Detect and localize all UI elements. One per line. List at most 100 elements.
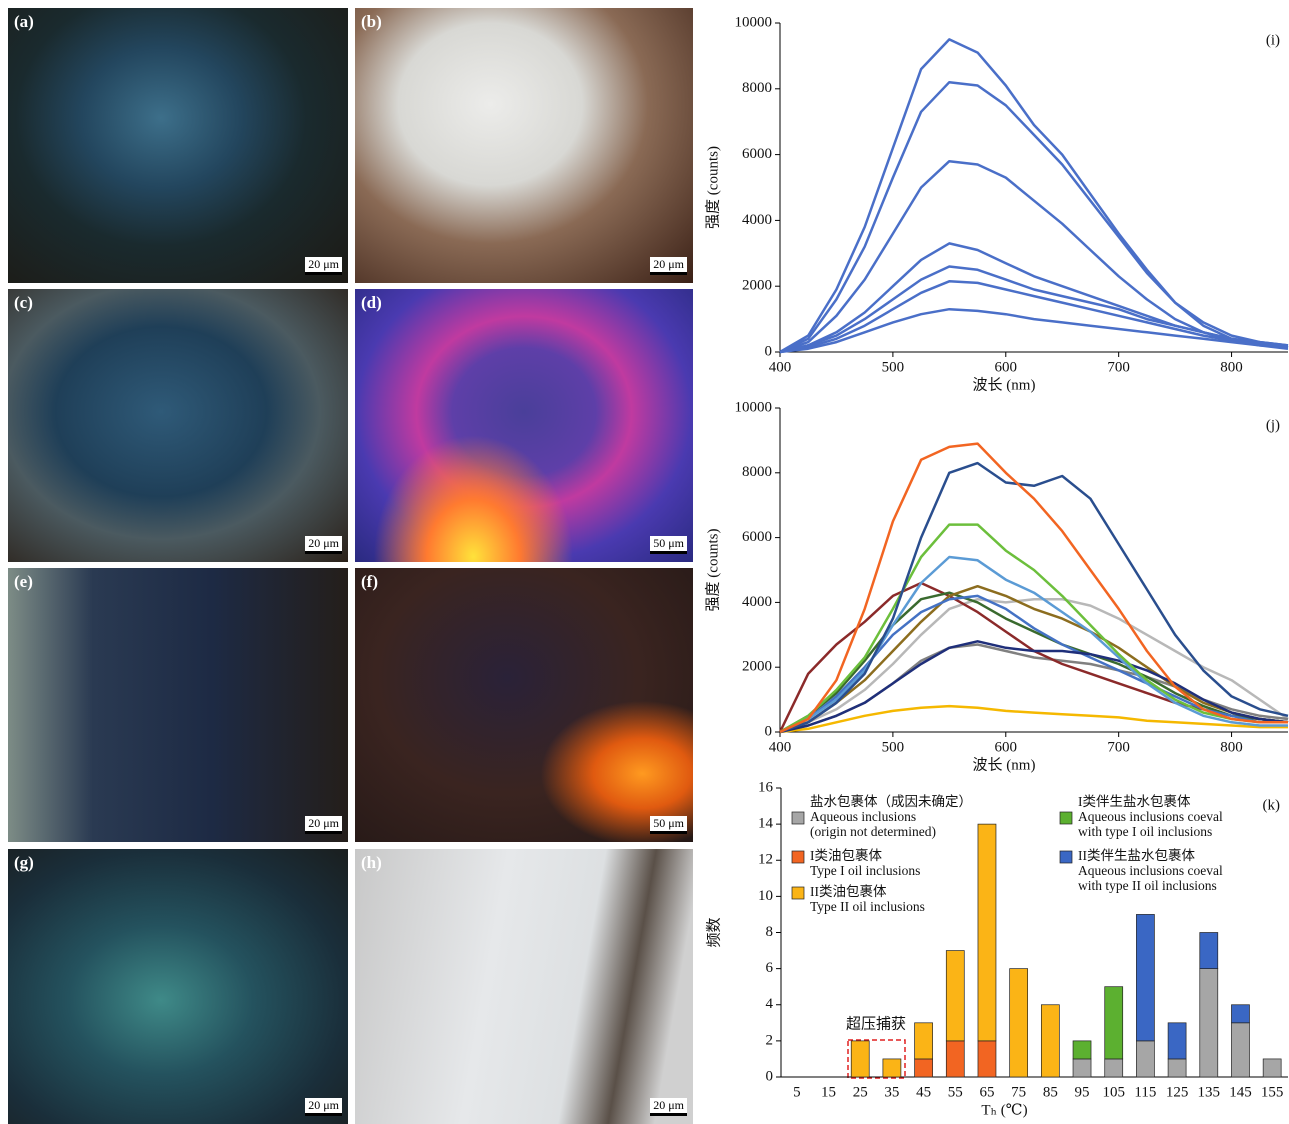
x-tick-label: 600 [995, 359, 1018, 375]
legend-swatch [792, 887, 804, 899]
x-tick-label: 45 [916, 1084, 931, 1100]
y-tick-label: 8000 [742, 464, 772, 480]
legend-label: 盐水包裹体（成因未确定） [810, 794, 972, 809]
bar-segment [978, 1041, 996, 1077]
bar-segment [1231, 1005, 1249, 1023]
x-tick-label: 115 [1134, 1084, 1156, 1100]
x-tick-label: 95 [1075, 1084, 1090, 1100]
legend-label: II类油包裹体 [810, 884, 887, 899]
bar-segment [1105, 987, 1123, 1059]
x-tick-label: 800 [1220, 739, 1243, 755]
legend-label: Aqueous inclusions coeval [1078, 809, 1223, 824]
y-tick-label: 4000 [742, 594, 772, 610]
bar-segment [915, 1059, 933, 1077]
legend-label: I类伴生盐水包裹体 [1078, 794, 1191, 809]
y-tick-label: 0 [765, 343, 773, 359]
bar-segment [1231, 1023, 1249, 1077]
x-tick-label: 105 [1102, 1084, 1125, 1100]
x-tick-label: 400 [769, 739, 792, 755]
legend-label: with type II oil inclusions [1078, 878, 1217, 893]
x-tick-label: 700 [1107, 739, 1130, 755]
x-axis-title: 波长 (nm) [973, 376, 1036, 393]
legend-label: Type I oil inclusions [810, 863, 920, 878]
y-tick-label: 10000 [735, 399, 773, 415]
bar-segment [1073, 1059, 1091, 1077]
y-tick-label: 4 [766, 996, 774, 1012]
x-tick-label: 145 [1229, 1084, 1252, 1100]
y-tick-label: 10000 [735, 14, 773, 30]
charts: 0200040006000800010000强度 (counts)波长 (nm)… [0, 0, 1289, 1124]
bar-segment [915, 1023, 933, 1059]
x-tick-label: 125 [1166, 1084, 1189, 1100]
bar-segment [1041, 1005, 1059, 1077]
x-tick-label: 500 [882, 359, 905, 375]
bar-segment [883, 1059, 901, 1077]
y-tick-label: 8 [766, 924, 774, 940]
x-tick-label: 400 [769, 359, 792, 375]
x-tick-label: 135 [1198, 1084, 1221, 1100]
bar-segment [851, 1041, 869, 1077]
y-tick-label: 2000 [742, 659, 772, 675]
bar-segment [946, 951, 964, 1041]
y-tick-label: 6 [766, 960, 774, 976]
panel-label: (j) [1266, 417, 1280, 433]
x-tick-label: 155 [1261, 1084, 1284, 1100]
x-tick-label: 75 [1011, 1084, 1026, 1100]
y-tick-label: 6000 [742, 146, 772, 162]
legend-label: Aqueous inclusions [810, 809, 916, 824]
x-tick-label: 35 [884, 1084, 899, 1100]
legend-label: I类油包裹体 [810, 848, 882, 863]
y-axis-title: 频数 [705, 917, 722, 947]
legend-swatch [792, 812, 804, 824]
y-tick-label: 4000 [742, 212, 772, 228]
y-tick-label: 2 [766, 1032, 774, 1048]
x-axis-title: Tₕ (℃) [981, 1102, 1027, 1118]
bar-segment [1200, 933, 1218, 969]
x-tick-label: 700 [1107, 359, 1130, 375]
y-tick-label: 2000 [742, 278, 772, 294]
bar-segment [1168, 1023, 1186, 1059]
figure: (a)20 μm(b)20 μm(c)20 μm(d)50 μm(e)20 μm… [0, 0, 1289, 1124]
y-tick-label: 6000 [742, 529, 772, 545]
bar-segment [1010, 969, 1028, 1077]
panel-label: (k) [1263, 797, 1281, 813]
legend-label: Aqueous inclusions coeval [1078, 863, 1223, 878]
bar-segment [1168, 1059, 1186, 1077]
x-tick-label: 25 [853, 1084, 868, 1100]
legend-swatch [792, 851, 804, 863]
bar-segment [1136, 1041, 1154, 1077]
y-axis-title: 强度 (counts) [704, 529, 721, 612]
x-tick-label: 55 [948, 1084, 963, 1100]
bar-segment [1073, 1041, 1091, 1059]
legend-label: with type I oil inclusions [1078, 824, 1212, 839]
y-tick-label: 10 [758, 888, 773, 904]
panel-label: (i) [1266, 32, 1280, 48]
y-axis-title: 强度 (counts) [704, 146, 721, 229]
y-tick-label: 12 [758, 852, 773, 868]
x-tick-label: 5 [793, 1084, 801, 1100]
bar-segment [1200, 969, 1218, 1077]
x-tick-label: 500 [882, 739, 905, 755]
legend-swatch [1060, 812, 1072, 824]
spectrum-line [780, 39, 1288, 352]
legend-label: (origin not determined) [810, 824, 936, 839]
legend-label: II类伴生盐水包裹体 [1078, 848, 1195, 863]
spectrum-line [780, 463, 1288, 732]
y-tick-label: 8000 [742, 80, 772, 96]
x-axis-title: 波长 (nm) [973, 756, 1036, 773]
y-tick-label: 14 [758, 816, 774, 832]
bar-segment [1263, 1059, 1281, 1077]
bar-segment [946, 1041, 964, 1077]
y-tick-label: 0 [765, 723, 773, 739]
bar-segment [1136, 914, 1154, 1040]
legend-label: Type II oil inclusions [810, 899, 925, 914]
x-tick-label: 800 [1220, 359, 1243, 375]
legend-swatch [1060, 851, 1072, 863]
x-tick-label: 65 [979, 1084, 994, 1100]
spectrum-line [780, 82, 1288, 352]
bar-segment [978, 824, 996, 1041]
x-tick-label: 15 [821, 1084, 836, 1100]
x-tick-label: 600 [995, 739, 1018, 755]
y-tick-label: 16 [758, 779, 774, 795]
y-tick-label: 0 [766, 1068, 774, 1084]
